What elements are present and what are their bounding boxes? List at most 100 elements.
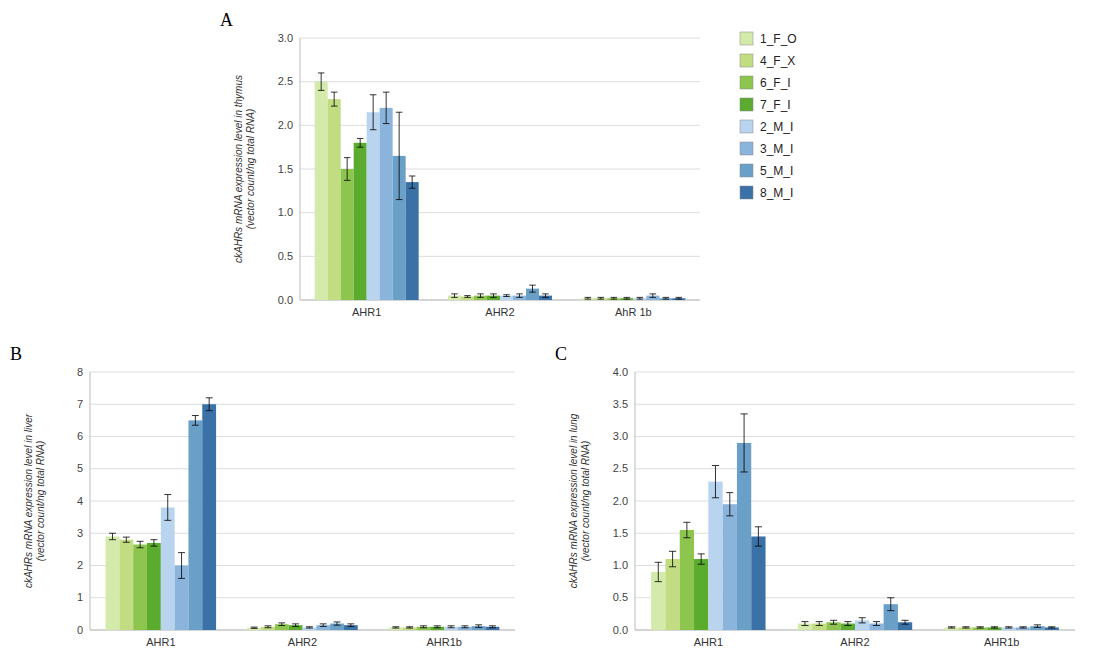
y-axis-label: ckAHRs mRNA expression level in lung(vec… bbox=[568, 413, 591, 588]
y-tick-label: 3.0 bbox=[613, 430, 628, 442]
error-bar bbox=[123, 537, 130, 542]
error-bar bbox=[464, 296, 471, 298]
grid-line bbox=[635, 372, 1075, 373]
error-bar bbox=[669, 551, 676, 566]
panel-title: B bbox=[10, 344, 22, 364]
bar bbox=[315, 82, 328, 300]
legend-swatch bbox=[740, 76, 753, 89]
bar bbox=[607, 298, 620, 300]
bar bbox=[708, 482, 722, 630]
x-tick-label: AHR1 bbox=[146, 636, 175, 648]
y-tick-label: 0.0 bbox=[278, 294, 293, 306]
error-bar bbox=[698, 554, 705, 564]
y-axis-line bbox=[300, 38, 301, 300]
bar bbox=[694, 559, 708, 630]
error-bar bbox=[318, 73, 325, 90]
error-bar bbox=[655, 562, 662, 581]
grid-line bbox=[90, 468, 515, 469]
x-tick-label: AHR2 bbox=[840, 636, 869, 648]
y-tick-label: 0 bbox=[77, 624, 83, 636]
legend-label: 8_M_I bbox=[760, 186, 793, 200]
error-bar bbox=[477, 294, 484, 297]
bar bbox=[417, 627, 431, 630]
error-bar bbox=[434, 626, 441, 628]
bar bbox=[620, 298, 633, 300]
error-bar bbox=[109, 533, 116, 539]
grid-line bbox=[300, 38, 700, 39]
y-tick-label: 2.5 bbox=[613, 462, 628, 474]
bar bbox=[202, 404, 216, 630]
y-tick-label: 8 bbox=[77, 366, 83, 378]
error-bar bbox=[585, 297, 592, 299]
bar bbox=[944, 627, 958, 630]
error-bar bbox=[420, 626, 427, 628]
legend-label: 7_F_I bbox=[760, 98, 791, 112]
error-bar bbox=[192, 416, 199, 426]
bar bbox=[659, 298, 672, 300]
error-bar bbox=[887, 598, 894, 611]
bar bbox=[430, 627, 444, 630]
bar bbox=[303, 627, 317, 630]
error-bar bbox=[406, 627, 413, 628]
y-tick-label: 3.5 bbox=[613, 398, 628, 410]
y-tick-label: 5 bbox=[77, 462, 83, 474]
error-bar bbox=[278, 623, 285, 626]
bar bbox=[751, 536, 765, 630]
error-bar bbox=[726, 493, 733, 516]
bar bbox=[133, 545, 147, 630]
bar bbox=[723, 504, 737, 630]
bar bbox=[500, 296, 513, 300]
legend-swatch bbox=[740, 120, 753, 133]
bar bbox=[973, 627, 987, 630]
error-bar bbox=[206, 398, 213, 411]
panel: 0.00.51.01.52.02.53.0AHR1AHR2AhR 1bckAHR… bbox=[220, 10, 700, 318]
legend-label: 2_M_I bbox=[760, 120, 793, 134]
error-bar bbox=[529, 285, 536, 292]
y-axis-line bbox=[90, 372, 91, 630]
error-bar bbox=[683, 522, 690, 537]
y-tick-label: 7 bbox=[77, 398, 83, 410]
legend-label: 4_F_X bbox=[760, 54, 795, 68]
error-bar bbox=[650, 294, 657, 297]
bar bbox=[119, 540, 133, 630]
y-tick-label: 0.5 bbox=[278, 250, 293, 262]
error-bar bbox=[977, 627, 984, 628]
error-bar bbox=[844, 622, 851, 626]
y-tick-label: 4.0 bbox=[613, 366, 628, 378]
legend-label: 1_F_O bbox=[760, 32, 797, 46]
legend-swatch bbox=[740, 164, 753, 177]
y-tick-label: 1 bbox=[77, 591, 83, 603]
legend-label: 3_M_I bbox=[760, 142, 793, 156]
error-bar bbox=[383, 92, 390, 123]
error-bar bbox=[409, 176, 416, 188]
bar bbox=[486, 627, 500, 630]
bar bbox=[188, 420, 202, 630]
bar bbox=[380, 108, 393, 300]
error-bar bbox=[624, 297, 631, 299]
error-bar bbox=[901, 620, 908, 624]
error-bar bbox=[663, 297, 670, 299]
x-tick-label: AHR1 bbox=[352, 306, 381, 318]
legend-label: 6_F_I bbox=[760, 76, 791, 90]
error-bar bbox=[1005, 627, 1012, 628]
error-bar bbox=[392, 627, 399, 628]
bar bbox=[959, 627, 973, 630]
grid-line bbox=[635, 404, 1075, 405]
error-bar bbox=[755, 527, 762, 546]
error-bar bbox=[137, 541, 144, 547]
bar bbox=[461, 297, 474, 300]
y-tick-label: 3.0 bbox=[278, 32, 293, 44]
bar bbox=[161, 507, 175, 630]
y-tick-label: 1.0 bbox=[278, 206, 293, 218]
bars bbox=[651, 414, 1059, 630]
x-tick-label: AHR2 bbox=[485, 306, 514, 318]
error-bar bbox=[1048, 627, 1055, 628]
error-bar bbox=[830, 620, 837, 624]
error-bar bbox=[991, 627, 998, 628]
bar bbox=[444, 627, 458, 630]
y-tick-label: 2.0 bbox=[278, 119, 293, 131]
panel-title: C bbox=[555, 344, 567, 364]
error-bar bbox=[461, 626, 468, 628]
x-tick-label: AHR1 bbox=[694, 636, 723, 648]
panel-title: A bbox=[220, 10, 233, 30]
